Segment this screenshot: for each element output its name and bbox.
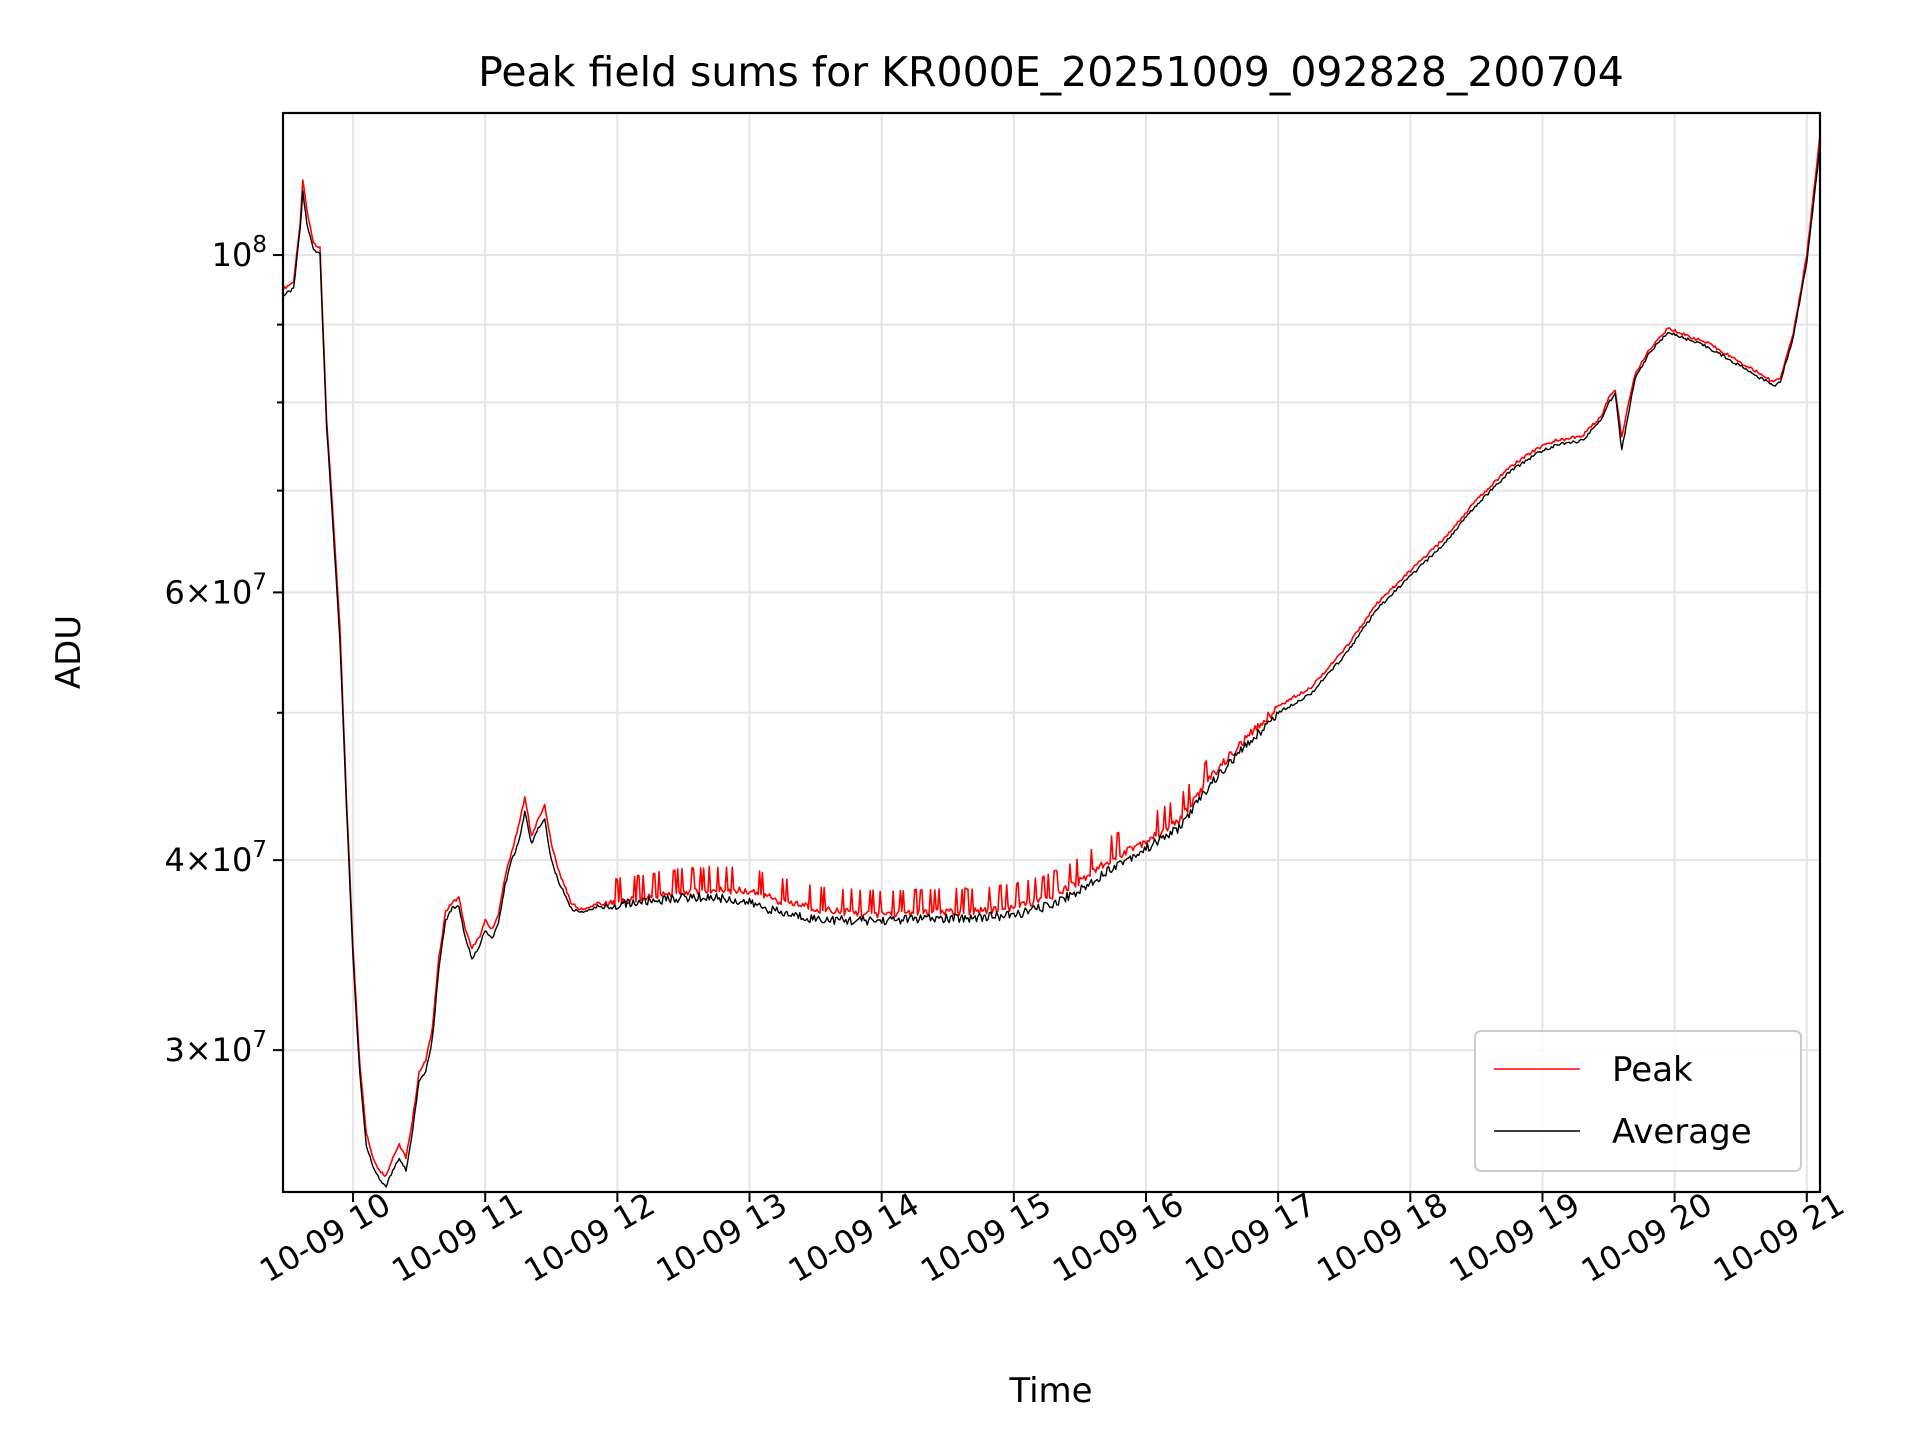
y-tick-label: 108 xyxy=(212,232,267,274)
y-tick-label: 4×107 xyxy=(164,837,267,879)
series-average-line xyxy=(282,145,1821,1188)
plot-frame xyxy=(281,111,1822,1194)
chart-title: Peak field sums for KR000E_20251009_0928… xyxy=(478,48,1624,96)
legend: Peak Average xyxy=(1474,1030,1802,1172)
legend-average-label: Average xyxy=(1612,1112,1752,1152)
grid xyxy=(283,113,1820,1192)
series-peak-line xyxy=(282,134,1821,1177)
legend-peak-label: Peak xyxy=(1612,1050,1693,1090)
y-axis-title: ADU xyxy=(49,615,89,689)
x-axis-title: Time xyxy=(1008,1371,1092,1411)
y-tick-label: 3×107 xyxy=(164,1027,267,1069)
y-tick-label: 6×107 xyxy=(164,569,267,611)
legend-box xyxy=(1474,1030,1802,1172)
series-lines xyxy=(282,134,1821,1188)
